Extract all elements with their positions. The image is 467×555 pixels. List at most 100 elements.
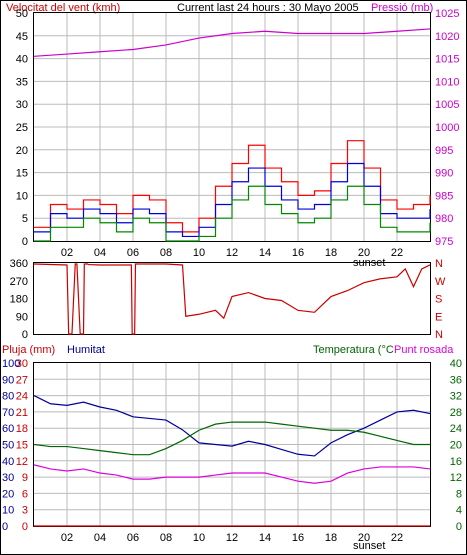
- rain-tick-label: 24: [16, 391, 28, 403]
- hour-tick-label: 02: [61, 532, 73, 544]
- humidity-tick-label: 60: [2, 423, 14, 435]
- hour-tick-label: 04: [94, 247, 106, 259]
- humidity-tick-label: 30: [2, 472, 14, 484]
- pressure-axis-title: Pressió (mb): [371, 2, 433, 14]
- humidity-tick-label: 0: [2, 521, 8, 533]
- temperature-tick-label: 36: [450, 374, 462, 386]
- hour-tick-label: 08: [160, 247, 172, 259]
- humidity-tick-label: 20: [2, 488, 14, 500]
- humidity-tick-label: 70: [2, 407, 14, 419]
- hour-tick-label: 20: [358, 532, 370, 544]
- pressure-tick-label: 1005: [435, 99, 459, 111]
- rain-tick-label: 0: [22, 521, 28, 533]
- pressure-line: [33, 28, 431, 57]
- wind-tick-label: 45: [16, 31, 28, 43]
- hour-tick-label: 14: [259, 247, 271, 259]
- climate-series: [33, 395, 431, 527]
- rain-tick-label: 30: [16, 358, 28, 370]
- climate-gridlines: [34, 363, 430, 526]
- wind-speed-ticks: 0 5 10 15 20 25 30 35 40 45 50: [16, 8, 28, 248]
- wind-tick-label: 35: [16, 76, 28, 88]
- rain-tick-label: 21: [16, 407, 28, 419]
- temperature-line: [33, 421, 430, 456]
- hour-tick-label: 08: [160, 532, 172, 544]
- wind-tick-label: 5: [22, 213, 28, 225]
- hour-tick-label: 16: [292, 247, 304, 259]
- temperature-tick-label: 8: [456, 488, 462, 500]
- temperature-tick-label: 20: [450, 440, 462, 452]
- hour-tick-label: 02: [61, 247, 73, 259]
- wind_min-line: [34, 185, 431, 242]
- hour-tick-label: 16: [292, 532, 304, 544]
- pressure-tick-label: 1015: [435, 54, 459, 66]
- humidity-axis-title: Humitat: [67, 344, 105, 356]
- wind-direction-plot-frame: [33, 262, 431, 335]
- compass-tick-label: N: [435, 258, 443, 270]
- temperature-ticks: 0 4 8 12 16 20 24 28 32 36 40: [450, 358, 462, 533]
- rain-tick-label: 9: [22, 472, 28, 484]
- temperature-tick-label: 12: [450, 472, 462, 484]
- temperature-tick-label: 16: [450, 456, 462, 468]
- wind-tick-label: 10: [16, 190, 28, 202]
- dewpoint-line: [33, 464, 431, 484]
- hour-tick-label: 06: [127, 247, 139, 259]
- wind-tick-label: 0: [22, 236, 28, 248]
- temperature-tick-label: 32: [450, 391, 462, 403]
- hour-tick-label: 18: [325, 247, 337, 259]
- wind-tick-label: 25: [16, 122, 28, 134]
- pressure-tick-label: 1020: [435, 31, 459, 43]
- dewpoint-axis-title: Punt rosada: [394, 344, 454, 356]
- humidity-tick-label: 50: [2, 440, 14, 452]
- wind_avg-line: [34, 162, 431, 238]
- temperature-tick-label: 28: [450, 407, 462, 419]
- compass-tick-label: W: [435, 276, 446, 288]
- pressure-tick-label: 1025: [435, 8, 459, 20]
- pressure-tick-label: 1000: [435, 122, 459, 134]
- wind-pressure-hour-ticks: 02 04 06 08 10 12 14 16 18 20 22: [61, 247, 403, 259]
- pressure-tick-label: 980: [435, 213, 453, 225]
- hour-tick-label: 04: [94, 532, 106, 544]
- compass-tick-label: E: [435, 311, 442, 323]
- pressure-tick-label: 1010: [435, 76, 459, 88]
- rain-axis-title: Pluja (mm): [2, 344, 55, 356]
- direction-tick-label: 180: [10, 294, 28, 306]
- wind-pressure-series: [33, 28, 431, 242]
- hour-tick-label: 12: [226, 532, 238, 544]
- rain-tick-label: 15: [16, 440, 28, 452]
- hour-tick-label: 10: [193, 247, 205, 259]
- pressure-tick-label: 995: [435, 145, 453, 157]
- rain-tick-label: 27: [16, 374, 28, 386]
- wind-tick-label: 30: [16, 99, 28, 111]
- temperature-tick-label: 40: [450, 358, 462, 370]
- hour-tick-label: 22: [391, 247, 403, 259]
- pressure-ticks: 975 980 985 990 995 1000 1005 1010 1015 1020 1025: [435, 8, 459, 248]
- rain-tick-label: 3: [22, 505, 28, 517]
- humidity-line: [33, 395, 431, 457]
- temperature-tick-label: 4: [456, 505, 462, 517]
- rain-tick-label: 18: [16, 423, 28, 435]
- wind-pressure-plot-frame: [33, 12, 431, 242]
- humidity-tick-label: 80: [2, 391, 14, 403]
- hour-tick-label: 10: [193, 532, 205, 544]
- direction-tick-label: 0: [22, 329, 28, 341]
- hour-tick-label: 20: [358, 247, 370, 259]
- sunset-marker-bottom: sunset: [353, 540, 385, 552]
- direction-tick-label: 360: [10, 258, 28, 270]
- direction-tick-label: 90: [16, 311, 28, 323]
- hour-tick-label: 12: [226, 247, 238, 259]
- humidity-tick-label: 10: [2, 505, 14, 517]
- wind-tick-label: 40: [16, 54, 28, 66]
- wind-direction-line: [33, 263, 431, 335]
- hour-tick-label: 22: [391, 532, 403, 544]
- pressure-tick-label: 990: [435, 168, 453, 180]
- rain-tick-label: 6: [22, 488, 28, 500]
- direction-degree-ticks: 0 90 180 270 360: [10, 258, 28, 341]
- pressure-tick-label: 985: [435, 190, 453, 202]
- compass-tick-label: S: [435, 294, 442, 306]
- wind-axis-title: Velocitat del vent (kmh): [6, 2, 120, 14]
- chart-title: Current last 24 hours : 30 Mayo 2005: [177, 2, 359, 14]
- wind-direction-series: [33, 263, 431, 335]
